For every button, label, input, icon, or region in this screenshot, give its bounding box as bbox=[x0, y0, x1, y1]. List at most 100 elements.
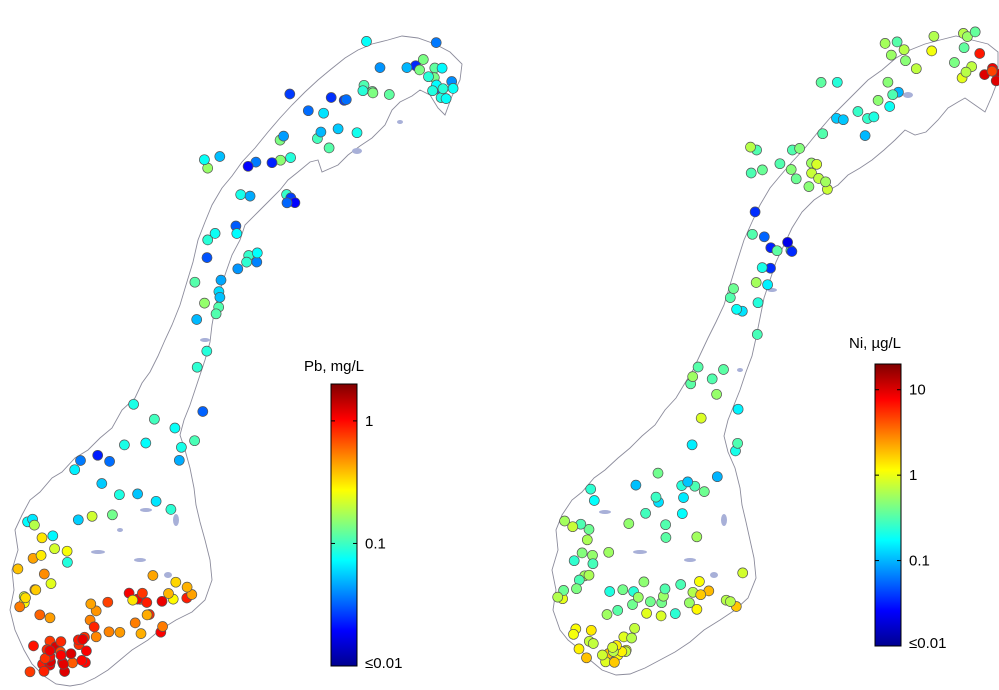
sample-site-marker bbox=[794, 143, 805, 154]
sample-site-marker bbox=[731, 303, 742, 315]
sample-site-marker bbox=[332, 123, 344, 135]
sample-site-marker bbox=[44, 645, 56, 657]
sample-site-marker bbox=[35, 550, 47, 561]
sample-site-marker bbox=[38, 568, 50, 580]
sample-site-marker bbox=[214, 151, 226, 162]
sample-site-marker bbox=[210, 308, 222, 320]
sample-site-marker bbox=[150, 495, 162, 507]
sample-site-marker bbox=[75, 455, 86, 466]
sample-site-marker bbox=[660, 519, 671, 531]
sample-site-marker bbox=[201, 345, 213, 357]
sample-site-marker bbox=[209, 228, 221, 239]
sample-site-marker bbox=[573, 643, 585, 655]
colorbar-tick-label: 1 bbox=[909, 467, 917, 484]
colorbar-tick-label: ≤0.01 bbox=[909, 635, 946, 652]
sample-site-marker bbox=[626, 632, 637, 644]
sample-site-marker bbox=[641, 607, 652, 619]
sample-site-marker bbox=[201, 252, 213, 263]
sample-site-marker bbox=[29, 519, 40, 531]
sample-site-marker bbox=[241, 256, 252, 268]
sample-site-marker bbox=[374, 62, 386, 73]
ni-colorbar: Ni, µg/L 10 1 0.1 ≤0.01 bbox=[849, 335, 946, 652]
sample-site-marker bbox=[361, 36, 372, 47]
sample-site-marker bbox=[958, 42, 970, 54]
sample-site-marker bbox=[630, 479, 642, 491]
sample-site-marker bbox=[86, 510, 98, 522]
sample-site-marker bbox=[581, 534, 593, 546]
sample-site-marker bbox=[585, 624, 597, 636]
sample-site-marker bbox=[169, 422, 181, 434]
sample-site-marker bbox=[181, 581, 193, 593]
sample-site-marker bbox=[199, 297, 210, 309]
sample-site-marker bbox=[90, 605, 102, 617]
sample-site-marker bbox=[189, 435, 200, 447]
sample-site-marker bbox=[910, 63, 922, 75]
sample-site-marker bbox=[601, 609, 613, 620]
sample-site-marker bbox=[38, 665, 50, 677]
sample-site-marker bbox=[597, 649, 608, 661]
sample-site-marker bbox=[401, 62, 413, 73]
sample-site-marker bbox=[695, 589, 707, 601]
sample-site-marker bbox=[811, 158, 823, 170]
sample-site-marker bbox=[39, 653, 51, 664]
sample-site-marker bbox=[69, 464, 81, 476]
sample-site-marker bbox=[725, 596, 736, 607]
sample-site-marker bbox=[281, 197, 293, 209]
sample-site-marker bbox=[36, 532, 48, 544]
sample-site-marker bbox=[191, 314, 203, 325]
sample-site-marker bbox=[104, 456, 115, 467]
sample-site-marker bbox=[785, 164, 797, 175]
sample-site-marker bbox=[132, 488, 143, 500]
sample-site-marker bbox=[24, 666, 36, 678]
sample-site-marker bbox=[437, 83, 449, 95]
sample-site-marker bbox=[645, 596, 656, 608]
sample-site-marker bbox=[724, 292, 736, 303]
sample-site-marker bbox=[745, 167, 757, 179]
sample-site-marker bbox=[284, 88, 296, 100]
sample-site-marker bbox=[974, 48, 986, 59]
sample-site-marker bbox=[756, 262, 768, 273]
sample-site-marker bbox=[660, 532, 672, 543]
sample-site-marker bbox=[67, 657, 78, 669]
sample-site-marker bbox=[882, 76, 894, 88]
sample-site-marker bbox=[617, 584, 629, 596]
sample-site-marker bbox=[231, 228, 243, 239]
sample-site-marker bbox=[129, 617, 141, 629]
sample-site-marker bbox=[687, 371, 699, 382]
sample-site-marker bbox=[612, 605, 624, 616]
sample-site-marker bbox=[85, 598, 97, 610]
sample-site-marker bbox=[732, 437, 743, 449]
sample-site-marker bbox=[149, 413, 160, 425]
sample-site-marker bbox=[898, 44, 910, 56]
sample-site-marker bbox=[691, 531, 703, 543]
sample-site-marker bbox=[176, 441, 187, 453]
sample-site-marker bbox=[34, 609, 46, 621]
ni-map bbox=[551, 26, 999, 676]
sample-site-marker bbox=[790, 173, 802, 185]
sample-site-marker bbox=[232, 263, 244, 275]
sample-site-marker bbox=[65, 648, 77, 660]
sample-site-marker bbox=[718, 364, 729, 375]
sample-site-marker bbox=[771, 245, 783, 257]
sample-site-marker bbox=[318, 107, 329, 119]
sample-site-marker bbox=[28, 640, 39, 652]
sample-site-marker bbox=[652, 467, 664, 479]
sample-site-marker bbox=[90, 631, 102, 643]
sample-site-marker bbox=[962, 31, 973, 42]
sample-site-marker bbox=[694, 576, 705, 587]
sample-site-marker bbox=[650, 491, 662, 503]
sample-site-marker bbox=[244, 190, 256, 202]
sample-site-marker bbox=[627, 599, 638, 610]
sample-site-marker bbox=[682, 476, 694, 488]
sample-site-marker bbox=[659, 583, 671, 595]
sample-site-marker bbox=[568, 628, 579, 640]
sample-site-marker bbox=[879, 38, 891, 49]
sample-site-marker bbox=[251, 256, 263, 268]
sample-site-marker bbox=[315, 126, 327, 138]
sample-site-marker bbox=[885, 49, 897, 61]
norway-outline-ni bbox=[551, 35, 999, 676]
colorbar-tick-label: ≤0.01 bbox=[365, 655, 402, 672]
sample-site-marker bbox=[695, 412, 707, 424]
sample-site-marker bbox=[20, 592, 31, 604]
sample-site-marker bbox=[990, 75, 999, 87]
